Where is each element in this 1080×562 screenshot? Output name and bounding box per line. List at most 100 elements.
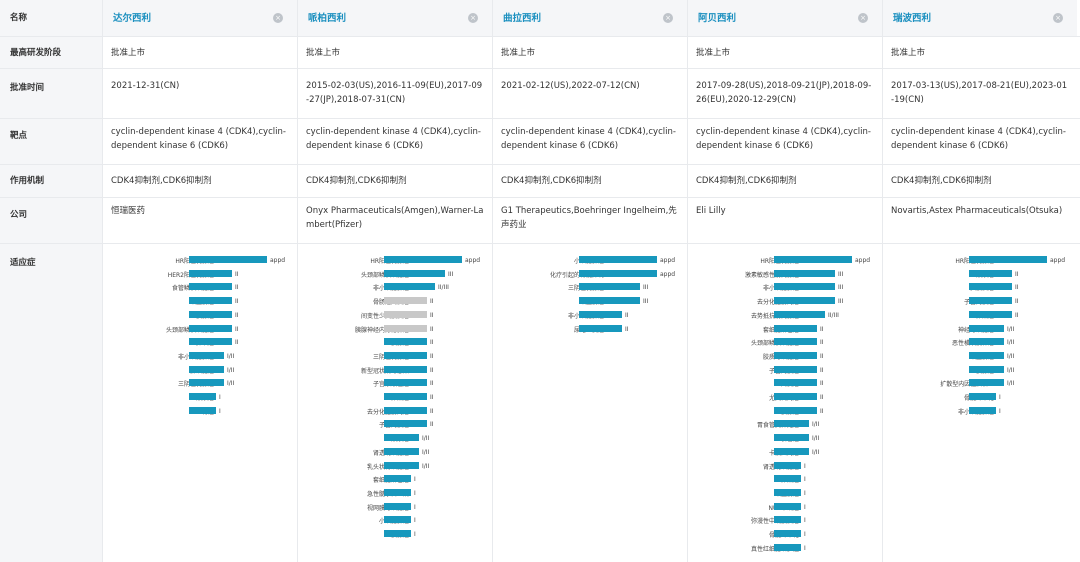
indication-item: 结直肠癌I/II (883, 350, 1077, 362)
indication-phase-bar (774, 351, 817, 359)
indication-item: 小细胞肺癌appd (493, 254, 687, 266)
drug-mechanism-text: CDK4抑制剂,CDK6抑制剂 (501, 176, 602, 186)
drug-name-link[interactable]: 阿贝西利 (698, 13, 737, 24)
indication-item: 骨髓纤维化I (688, 528, 882, 540)
remove-column-icon[interactable]: × (663, 13, 673, 23)
row-label-name: 名称 (0, 0, 102, 36)
indication-item: 神经母细胞瘤I/II (883, 323, 1077, 335)
drug-approval-cell: 2021-02-12(US),2022-07-12(CN) (492, 69, 687, 118)
indication-phase-bar (189, 256, 267, 263)
drug-mechanism-text: CDK4抑制剂,CDK6抑制剂 (696, 176, 797, 186)
drug-name-link[interactable]: 哌柏西利 (308, 13, 347, 24)
row-label-target: 靶点 (0, 119, 102, 164)
indication-phase-bar (969, 256, 1047, 263)
indication-phase-label: I/II (1007, 380, 1015, 388)
indication-phase-bar (774, 543, 801, 551)
indication-item: 胶质母细胞瘤II (688, 350, 882, 362)
drug-approval-text: 2017-09-28(US),2018-09-21(JP),2018-09-26… (696, 81, 872, 105)
indication-phase-bar (969, 324, 1004, 332)
indication-item: HER2阳性乳腺癌II (103, 268, 297, 280)
drug-company-cell: 恒瑞医药 (102, 198, 297, 243)
indication-item: 卵巢癌II (298, 391, 492, 403)
indication-item: 卵巢癌II (883, 309, 1077, 321)
mechanism-row: 作用机制 CDK4抑制剂,CDK6抑制剂 CDK4抑制剂,CDK6抑制剂 CDK4抑… (0, 165, 1080, 198)
drug-stage-text: 批准上市 (111, 48, 146, 58)
indication-item: 头颈部鳞状细胞癌II (103, 323, 297, 335)
indication-item: HR阳性乳腺癌appd (883, 254, 1077, 266)
indication-phase-label: I/II (227, 352, 235, 360)
indication-phase-label: II (820, 325, 824, 333)
indication-phase-label: II (235, 325, 239, 333)
indication-phase-bar (579, 297, 640, 305)
indication-phase-label: I/II (812, 435, 820, 443)
remove-column-icon[interactable]: × (468, 13, 478, 23)
drug-mechanism-cell: CDK4抑制剂,CDK6抑制剂 (882, 165, 1077, 197)
indication-phase-label: I (219, 407, 221, 415)
indication-item: 尿路上皮癌II (493, 323, 687, 335)
indication-phase-bar (969, 269, 1012, 277)
indication-item: 鼻咽癌II (103, 336, 297, 348)
indication-phase-bar (774, 461, 801, 469)
remove-column-icon[interactable]: × (273, 13, 283, 23)
indication-phase-label: I/II (812, 421, 820, 429)
indication-phase-bar (384, 488, 411, 496)
drug-stage-text: 批准上市 (891, 48, 926, 58)
indication-phase-label: I/II (422, 448, 430, 456)
drug-company-cell: Onyx Pharmaceuticals(Amgen),Warner-Lambe… (297, 198, 492, 243)
indication-item: 肾透明细胞癌I (688, 460, 882, 472)
drug-company-cell: Eli Lilly (687, 198, 882, 243)
indication-item: HR阳性乳腺癌appd (298, 254, 492, 266)
indication-phase-label: II (430, 352, 434, 360)
indication-item: 弥漫性中线胶质瘤I (688, 514, 882, 526)
indication-item: 三阴性乳腺癌II (298, 350, 492, 362)
indication-item: 胰腺癌II (298, 336, 492, 348)
indication-phase-bar (774, 406, 817, 414)
indication-item: 激素敏感性前列腺癌 III (688, 268, 882, 280)
remove-column-icon[interactable]: × (858, 13, 868, 23)
indication-phase-bar (969, 338, 1004, 346)
indication-phase-bar (969, 351, 1004, 359)
drug-name-link[interactable]: 曲拉西利 (503, 13, 542, 24)
indication-item: 非小细胞肺癌III (688, 281, 882, 293)
indication-item: 脑胶质瘤II (883, 281, 1077, 293)
indication-phase-label: II (430, 421, 434, 429)
indication-phase-bar (189, 365, 224, 373)
indication-item: 卵巢癌I (688, 473, 882, 485)
indication-phase-label: II (820, 339, 824, 347)
drug-name-link[interactable]: 瑞波西利 (893, 13, 932, 24)
drug-company-text: Eli Lilly (696, 206, 726, 216)
indication-phase-label: II (430, 298, 434, 306)
indication-chart-cell: 小细胞肺癌appd 化疗引起的骨髓抑制 appd 三阴性乳腺癌III 结直肠癌III 非小… (492, 244, 687, 562)
indication-item: 胰腺癌II (103, 309, 297, 321)
drug-company-cell: G1 Therapeutics,Boehringer Ingelheim,先声药… (492, 198, 687, 243)
indication-phase-bar (774, 324, 817, 332)
indication-phase-bar (384, 420, 427, 428)
indication-name: 扩散型内因性脑桥... (940, 381, 994, 389)
indication-phase-label: I (414, 503, 416, 511)
indication-phase-label: I/II (1007, 325, 1015, 333)
indication-phase-bar (384, 516, 411, 524)
indication-phase-bar (384, 351, 427, 359)
drug-stage-text: 批准上市 (696, 48, 731, 58)
indication-item: 非小细胞肺癌I (883, 405, 1077, 417)
indication-item: HR阳性乳腺癌appd (103, 254, 297, 266)
indication-phase-label: I/II (812, 448, 820, 456)
name-row: 名称 达尔西利 × 哌柏西利 × 曲拉西利 × 阿贝西利 × 瑞波西利 × (0, 0, 1080, 37)
indication-item: 胰腺癌II (688, 405, 882, 417)
indication-phase-label: II/III (828, 311, 839, 319)
drug-approval-cell: 2021-12-31(CN) (102, 69, 297, 118)
drug-mechanism-cell: CDK4抑制剂,CDK6抑制剂 (687, 165, 882, 197)
indication-phase-bar (579, 256, 657, 263)
indication-item: HR阳性乳腺癌appd (688, 254, 882, 266)
indication-phase-bar (774, 516, 801, 524)
indication-phase-bar (774, 283, 835, 291)
indication-chart-cell: HR阳性乳腺癌appd激素敏感性前列腺癌III非小细胞肺癌III去分化脂肪肉瘤I… (687, 244, 882, 562)
indication-item: 非小细胞肺癌II/III (298, 281, 492, 293)
drug-name-link[interactable]: 达尔西利 (113, 13, 152, 24)
indication-phase-bar (579, 324, 622, 332)
drug-mechanism-text: CDK4抑制剂,CDK6抑制剂 (891, 176, 992, 186)
indication-phase-label: III (838, 270, 844, 278)
indication-item: 黑素瘤II (883, 268, 1077, 280)
remove-column-icon[interactable]: × (1053, 13, 1063, 23)
indication-phase-label: II (1015, 311, 1019, 319)
